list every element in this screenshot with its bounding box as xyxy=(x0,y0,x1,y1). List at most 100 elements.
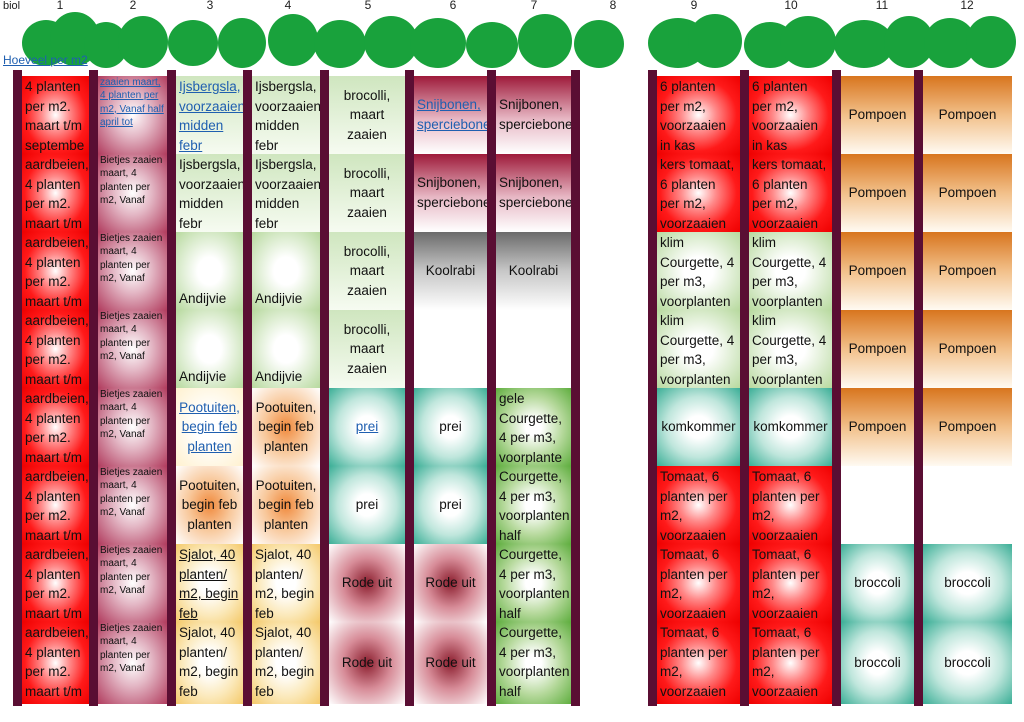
cell-col3-row1: Ijsbergsla, voorzaaien midden febr xyxy=(176,76,243,154)
cell-col3-row2: Ijsbergsla, voorzaaien midden febr xyxy=(176,154,243,232)
cell-col3-row8: Sjalot, 40 planten/ m2, begin feb xyxy=(176,622,243,704)
col-number-2: 2 xyxy=(129,0,137,12)
cell-col5-row4: brocolli, maart zaaien xyxy=(329,310,405,388)
cell-col6-row1: Snijbonen, sperciebonen xyxy=(414,76,487,154)
cell-col6-row5: prei xyxy=(414,388,487,466)
cell-col2-row5: Bietjes zaaien maart, 4 planten per m2, … xyxy=(98,388,167,466)
col-number-3: 3 xyxy=(206,0,214,12)
cell-col4-row2: Ijsbergsla, voorzaaien midden febr xyxy=(252,154,320,232)
tree-icon xyxy=(168,12,418,70)
column-separator xyxy=(571,70,580,706)
column-separator xyxy=(89,70,98,706)
cell-col3-row7: Sjalot, 40 planten/ m2, begin feb xyxy=(176,544,243,622)
cell-col10-row2: kers tomaat, 6 planten per m2, voorzaaie… xyxy=(749,154,832,232)
cell-col7-row1: Snijbonen, sperciebonen xyxy=(496,76,571,154)
col-number-5: 5 xyxy=(364,0,372,12)
cell-col5-row8: Rode uit xyxy=(329,622,405,704)
cell-col2-row3: Bietjes zaaien maart, 4 planten per m2, … xyxy=(98,232,167,310)
tree-icon xyxy=(22,12,172,70)
cell-col10-row7: Tomaat, 6 planten per m2, voorzaaien xyxy=(749,544,832,622)
cell-col9-row2: kers tomaat, 6 planten per m2, voorzaaie… xyxy=(657,154,740,232)
col-number-11: 11 xyxy=(875,0,889,12)
cell-col9-row5: komkommer xyxy=(657,388,740,466)
cell-col9-row8: Tomaat, 6 planten per m2, voorzaaien xyxy=(657,622,740,704)
cell-col9-row3: klim Courgette, 4 per m3, voorplanten xyxy=(657,232,740,310)
cell-col7-row6: Courgette, 4 per m3, voorplanten half xyxy=(496,466,571,544)
cell-col12-row1: Pompoen xyxy=(923,76,1012,154)
cell-col11-row4: Pompoen xyxy=(841,310,914,388)
cell-col6-row3: Koolrabi xyxy=(414,232,487,310)
cell-col7-row3: Koolrabi xyxy=(496,232,571,310)
col-number-6: 6 xyxy=(449,0,457,12)
cell-col1-row3: aardbeien, 4 planten per m2. maart t/m s… xyxy=(22,232,89,310)
column-separator xyxy=(740,70,749,706)
cell-col11-row2: Pompoen xyxy=(841,154,914,232)
cell-col5-row2: brocolli, maart zaaien xyxy=(329,154,405,232)
cell-col7-row2: Snijbonen, sperciebonen xyxy=(496,154,571,232)
column-separator xyxy=(167,70,176,706)
cell-col7-row5: gele Courgette, 4 per m3, voorplante xyxy=(496,388,571,466)
cell-col4-row1: Ijsbergsla, voorzaaien midden febr xyxy=(252,76,320,154)
hoeveel-per-m2-link[interactable]: Hoeveel per m2 xyxy=(3,53,88,67)
cell-col5-row1: brocolli, maart zaaien xyxy=(329,76,405,154)
cell-col11-row6 xyxy=(841,466,914,544)
cell-col1-row1: 4 planten per m2. maart t/m septembe xyxy=(22,76,89,154)
cell-col9-row4: klim Courgette, 4 per m3, voorplanten xyxy=(657,310,740,388)
cell-col6-row4 xyxy=(414,310,487,388)
cell-col4-row4: Andijvie xyxy=(252,310,320,388)
cell-col12-row7: broccoli xyxy=(923,544,1012,622)
cell-col12-row6 xyxy=(923,466,1012,544)
col-number-7: 7 xyxy=(530,0,538,12)
cell-col4-row6: Pootuiten, begin feb planten xyxy=(252,466,320,544)
cell-col3-row5: Pootuiten, begin feb planten xyxy=(176,388,243,466)
cell-col2-row4: Bietjes zaaien maart, 4 planten per m2, … xyxy=(98,310,167,388)
cell-col10-row3: klim Courgette, 4 per m3, voorplanten xyxy=(749,232,832,310)
cell-col2-row7: Bietjes zaaien maart, 4 planten per m2, … xyxy=(98,544,167,622)
cell-col11-row7: broccoli xyxy=(841,544,914,622)
cell-col9-row1: 6 planten per m2, voorzaaien in kas xyxy=(657,76,740,154)
cell-col11-row1: Pompoen xyxy=(841,76,914,154)
cell-col1-row6: aardbeien, 4 planten per m2. maart t/m s… xyxy=(22,466,89,544)
col-number-12: 12 xyxy=(960,0,974,12)
cell-col1-row4: aardbeien, 4 planten per m2. maart t/m s… xyxy=(22,310,89,388)
cell-col1-row7: aardbeien, 4 planten per m2. maart t/m s… xyxy=(22,544,89,622)
cell-col6-row7: Rode uit xyxy=(414,544,487,622)
column-separator xyxy=(320,70,329,706)
column-separator xyxy=(405,70,414,706)
cell-col12-row4: Pompoen xyxy=(923,310,1012,388)
cell-col5-row3: brocolli, maart zaaien xyxy=(329,232,405,310)
col-number-4: 4 xyxy=(284,0,292,12)
tree-icon xyxy=(410,12,640,70)
cell-col7-row7: Courgette, 4 per m3, voorplanten half xyxy=(496,544,571,622)
cell-col5-row7: Rode uit xyxy=(329,544,405,622)
cell-col3-row6: Pootuiten, begin feb planten xyxy=(176,466,243,544)
column-separator xyxy=(243,70,252,706)
cell-col6-row2: Snijbonen, sperciebonen xyxy=(414,154,487,232)
cell-col10-row4: klim Courgette, 4 per m3, voorplanten xyxy=(749,310,832,388)
top-left-label: biol xyxy=(3,0,21,12)
col-number-9: 9 xyxy=(690,0,698,12)
cell-col3-row4: Andijvie xyxy=(176,310,243,388)
cell-col11-row3: Pompoen xyxy=(841,232,914,310)
column-separator xyxy=(648,70,657,706)
cell-col12-row8: broccoli xyxy=(923,622,1012,704)
cell-col7-row8: Courgette, 4 per m3, voorplanten half xyxy=(496,622,571,704)
col-number-1: 1 xyxy=(56,0,64,12)
column-separator xyxy=(832,70,841,706)
cell-col12-row2: Pompoen xyxy=(923,154,1012,232)
cell-col5-row6: prei xyxy=(329,466,405,544)
cell-col3-row3: Andijvie xyxy=(176,232,243,310)
cell-col11-row8: broccoli xyxy=(841,622,914,704)
cell-col10-row5: komkommer xyxy=(749,388,832,466)
cell-col1-row2: aardbeien, 4 planten per m2. maart t/m s… xyxy=(22,154,89,232)
tree-icon xyxy=(648,12,1018,70)
col-number-8: 8 xyxy=(609,0,617,12)
cell-col4-row7: Sjalot, 40 planten/ m2, begin feb xyxy=(252,544,320,622)
cell-col2-row8: Bietjes zaaien maart, 4 planten per m2, … xyxy=(98,622,167,704)
column-separator xyxy=(13,70,22,706)
cell-col6-row6: prei xyxy=(414,466,487,544)
cell-col9-row6: Tomaat, 6 planten per m2, voorzaaien xyxy=(657,466,740,544)
cell-col2-row6: Bietjes zaaien maart, 4 planten per m2, … xyxy=(98,466,167,544)
cell-col10-row8: Tomaat, 6 planten per m2, voorzaaien xyxy=(749,622,832,704)
col-number-10: 10 xyxy=(784,0,798,12)
